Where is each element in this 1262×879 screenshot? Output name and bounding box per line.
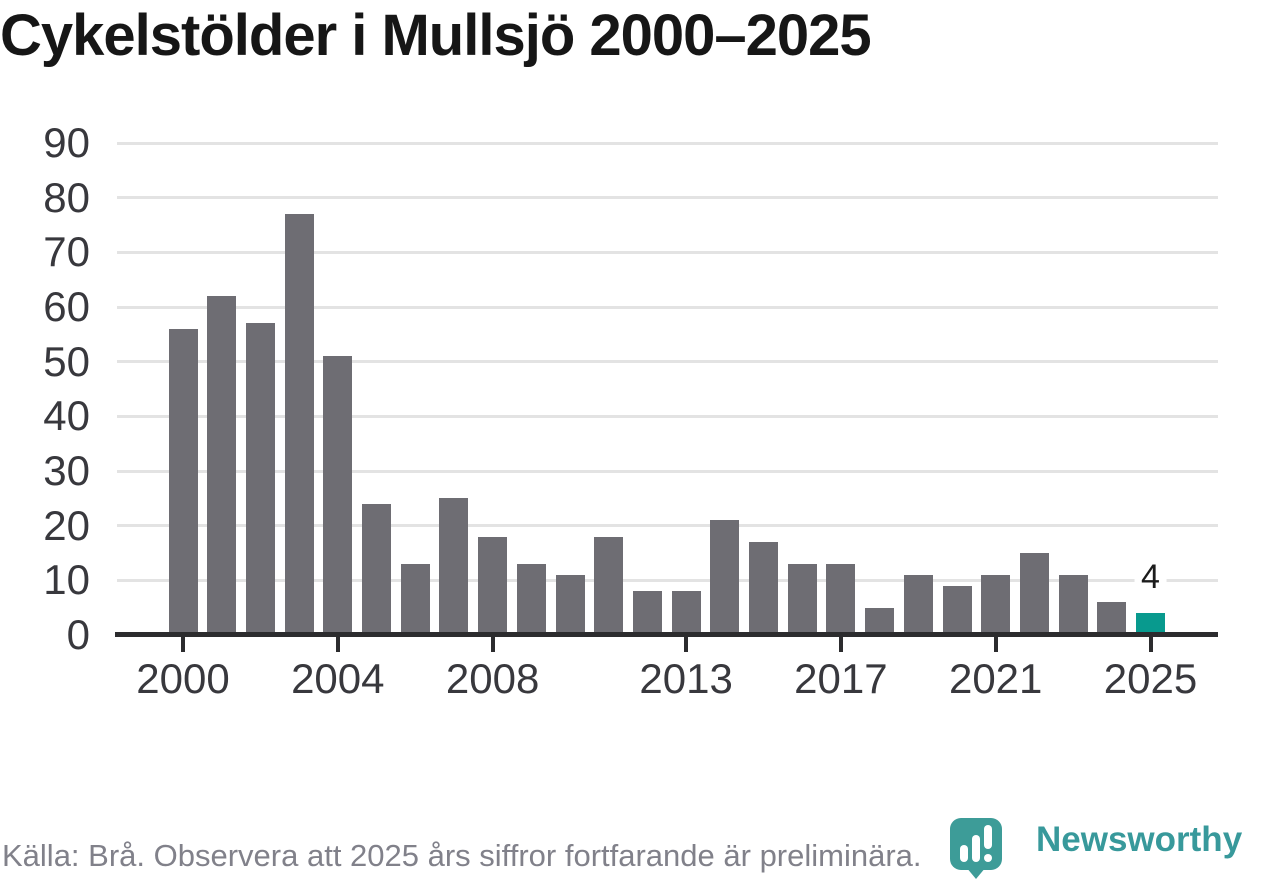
bar-2018	[865, 607, 895, 635]
x-axis-tick-2021	[993, 637, 998, 652]
y-axis-label-30: 30	[43, 447, 90, 494]
gridline-30	[117, 469, 1218, 473]
bar-2010	[555, 574, 585, 635]
bar-2002	[245, 323, 275, 635]
gridline-50	[117, 360, 1218, 364]
bar-2020	[942, 585, 972, 635]
x-axis-line	[115, 632, 1218, 637]
gridline-70	[117, 250, 1218, 254]
x-axis-label-2004: 2004	[291, 655, 385, 702]
bar-2019	[903, 574, 933, 635]
bar-2007	[439, 498, 469, 635]
highlight-value-label: 4	[1134, 557, 1167, 598]
page-title: Cykelstölder i Mullsjö 2000–2025	[0, 3, 872, 68]
x-axis-label-2008: 2008	[445, 655, 540, 702]
bar-2000	[168, 328, 198, 635]
bar-2001	[207, 296, 237, 635]
bar-2013	[671, 591, 701, 635]
bar-2016	[787, 563, 817, 635]
bar-2006	[400, 563, 430, 635]
bar-chart-plot-area: 0 10 20 30 40 50 60 70 80 90 2000 2004 2008 2013 2017 2…	[43, 121, 1218, 701]
y-axis-label-0: 0	[66, 611, 90, 658]
y-axis-label-50: 50	[43, 337, 90, 385]
x-axis-label-2025: 2025	[1103, 655, 1198, 702]
gridline-60	[117, 305, 1218, 309]
newsworthy-wordmark: Newsworthy	[1036, 820, 1243, 859]
gridline-20	[117, 524, 1218, 528]
y-axis-label-40: 40	[43, 392, 90, 440]
y-axis-label-60: 60	[43, 283, 90, 330]
bar-2012	[632, 591, 662, 635]
y-axis-label-90: 90	[43, 119, 90, 166]
x-axis-tick-2017	[838, 637, 843, 652]
bar-2023	[1058, 574, 1088, 635]
bar-2024	[1097, 602, 1127, 635]
gridline-90	[117, 141, 1218, 145]
y-axis-label-70: 70	[43, 228, 90, 276]
x-axis-tick-2004	[335, 637, 340, 652]
bar-2021	[981, 574, 1011, 635]
y-axis-label-80: 80	[43, 173, 90, 221]
x-axis-tick-2008	[490, 637, 495, 652]
bar-2003	[284, 214, 314, 635]
bar-2014	[710, 520, 740, 635]
bar-2011	[594, 536, 624, 635]
bar-2009	[516, 563, 546, 635]
bar-2005	[362, 503, 391, 635]
x-axis-tick-2013	[684, 637, 689, 652]
x-axis-label-2017: 2017	[794, 655, 888, 702]
gridline-40	[117, 414, 1218, 418]
x-axis-label-2013: 2013	[639, 655, 733, 702]
gridline-80	[117, 196, 1218, 200]
x-axis-label-2021: 2021	[948, 655, 1043, 702]
bar-2004	[323, 356, 353, 635]
x-axis-tick-2025	[1148, 637, 1153, 652]
x-axis-tick-2000	[181, 637, 185, 652]
y-axis-label-10: 10	[43, 556, 90, 604]
source-note: Källa: Brå. Observera att 2025 års siffr…	[2, 838, 922, 873]
x-axis-label-2000: 2000	[136, 655, 230, 702]
bar-2017	[826, 563, 856, 635]
bar-2008	[478, 536, 508, 635]
bar-2025	[1136, 613, 1165, 635]
bar-2015	[749, 542, 778, 635]
newsworthy-bubble-barchart-icon	[950, 818, 1002, 879]
gridline-10	[117, 578, 1218, 582]
y-axis-label-20: 20	[43, 501, 90, 549]
bar-2022	[1019, 553, 1049, 635]
